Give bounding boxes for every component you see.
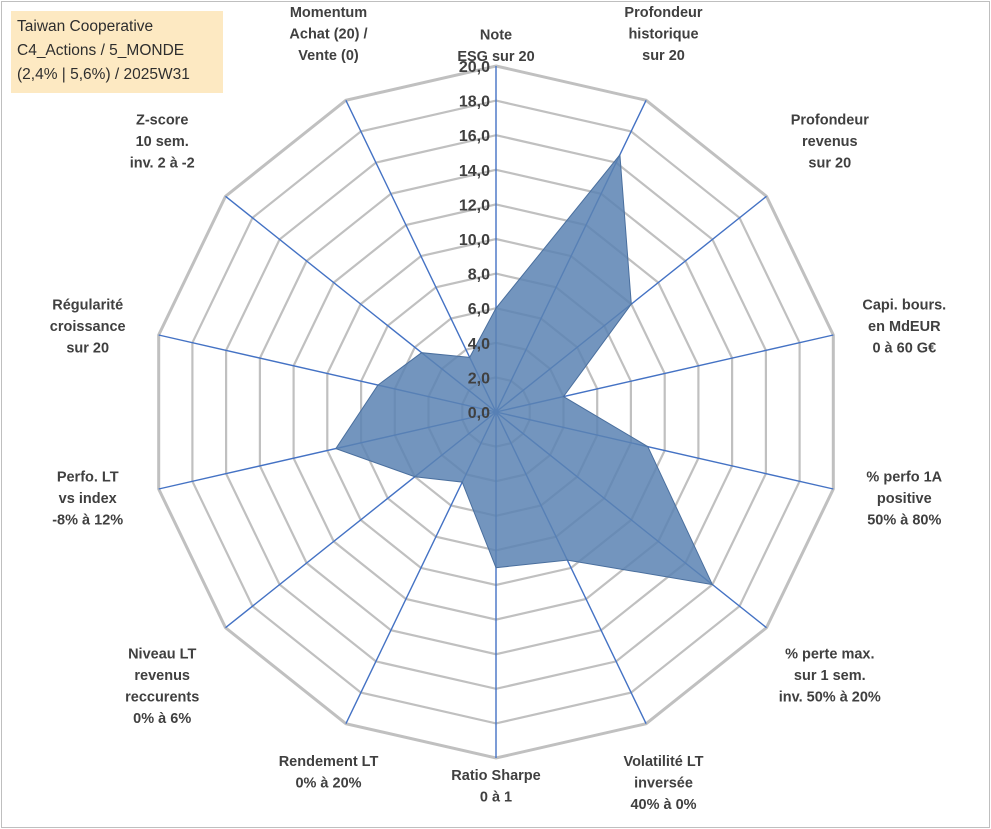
tick-label-10: 20,0	[459, 59, 490, 76]
series-area	[335, 153, 714, 586]
axis-label-line: 0% à 6%	[133, 711, 191, 727]
axis-label-line: Niveau LT	[128, 647, 196, 663]
axis-label-line: Momentum	[290, 5, 367, 21]
axis-label-line: Ratio Sharpe	[451, 768, 540, 784]
axis-label-line: Volatilité LT	[623, 754, 703, 770]
axis-label-4: Capi. bours. en MdEUR 0 à 60 G€	[862, 298, 946, 357]
axis-label-line: sur 20	[808, 155, 851, 171]
axis-label-10: Niveau LT revenus reccurents 0% à 6%	[125, 647, 199, 728]
axis-label-line: Régularité	[52, 298, 123, 314]
axis-label-line: 0 à 60 G€	[872, 341, 936, 357]
axis-label-line: historique	[628, 27, 698, 43]
axis-label-line: 40% à 0%	[630, 797, 696, 813]
tick-label-6: 12,0	[459, 197, 490, 214]
axis-label-line: Perfo. LT	[57, 469, 119, 485]
radial-tick-labels: 0,0 2,0 4,0 6,0 8,0 10,0 12,0 14,0 16,0 18,0 20,0	[459, 59, 490, 422]
axis-label-line: Achat (20) /	[289, 27, 367, 43]
axis-label-line: % perte max.	[785, 647, 874, 663]
title-line-3: (2,4% | 5,6%) / 2025W31	[17, 66, 190, 83]
tick-label-8: 16,0	[459, 128, 490, 145]
axis-label-line: sur 20	[642, 48, 685, 64]
tick-label-5: 10,0	[459, 232, 490, 249]
axis-label-line: revenus	[134, 668, 190, 684]
axis-label-line: Rendement LT	[279, 754, 379, 770]
axis-label-line: sur 1 sem.	[794, 668, 866, 684]
axis-label-line: en MdEUR	[868, 319, 941, 335]
axis-label-line: vs index	[59, 491, 117, 507]
data-series	[335, 153, 714, 586]
tick-label-7: 14,0	[459, 163, 490, 180]
axis-label-12: Régularité croissance sur 20	[50, 298, 126, 357]
axis-label-6: % perte max. sur 1 sem. inv. 50% à 20%	[779, 647, 881, 706]
axis-label-line: Vente (0)	[298, 48, 359, 64]
axis-label-line: 10 sem.	[136, 134, 189, 150]
axis-label-14: Momentum Achat (20) / Vente (0)	[289, 5, 367, 64]
axis-label-1: Note ESG sur 20	[457, 28, 534, 66]
title-line-1: Taiwan Cooperative	[17, 18, 154, 35]
axis-label-line: Note	[480, 28, 512, 44]
axis-label-line: 50% à 80%	[867, 512, 941, 528]
axis-labels: Note ESG sur 20 Profondeur historique sur 20…	[50, 5, 946, 813]
axis-label-line: inv. 2 à -2	[130, 155, 195, 171]
axis-label-line: sur 20	[66, 341, 109, 357]
axis-label-line: Z-score	[136, 112, 188, 128]
axis-label-line: revenus	[802, 134, 858, 150]
chart-title-box: Taiwan Cooperative C4_Actions / 5_MONDE …	[11, 11, 223, 93]
axis-label-line: inv. 50% à 20%	[779, 690, 881, 706]
axis-label-line: 0 à 1	[480, 790, 512, 806]
axis-label-9: Rendement LT 0% à 20%	[279, 754, 379, 792]
axis-label-line: croissance	[50, 319, 126, 335]
tick-label-4: 8,0	[468, 267, 490, 284]
axis-label-8: Ratio Sharpe 0 à 1	[451, 768, 540, 806]
axis-label-line: Capi. bours.	[862, 298, 946, 314]
axis-label-2: Profondeur historique sur 20	[624, 5, 702, 64]
axis-label-line: inversée	[634, 775, 693, 791]
axis-label-line: -8% à 12%	[52, 512, 123, 528]
axis-label-line: reccurents	[125, 690, 199, 706]
axis-label-line: % perfo 1A	[866, 469, 942, 485]
tick-label-1: 2,0	[468, 370, 490, 387]
axis-label-11: Perfo. LT vs index -8% à 12%	[52, 469, 123, 528]
axis-label-line: Profondeur	[624, 5, 702, 21]
axis-label-line: positive	[877, 491, 932, 507]
axis-label-7: Volatilité LT inversée 40% à 0%	[623, 754, 703, 813]
axis-label-line: 0% à 20%	[295, 775, 361, 791]
axis-label-line: ESG sur 20	[457, 49, 534, 65]
tick-label-0: 0,0	[468, 405, 490, 422]
axis-label-3: Profondeur revenus sur 20	[791, 112, 869, 171]
axis-label-13: Z-score 10 sem. inv. 2 à -2	[130, 112, 195, 171]
tick-label-2: 4,0	[468, 336, 490, 353]
axis-label-line: Profondeur	[791, 112, 869, 128]
tick-label-3: 6,0	[468, 301, 490, 318]
tick-label-9: 18,0	[459, 94, 490, 111]
axis-label-5: % perfo 1A positive 50% à 80%	[866, 469, 942, 528]
title-line-2: C4_Actions / 5_MONDE	[17, 42, 185, 59]
